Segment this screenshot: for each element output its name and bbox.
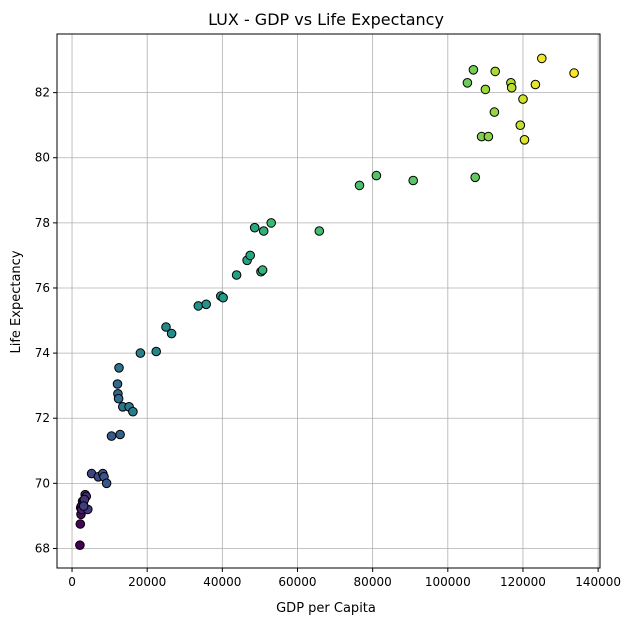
data-point	[530, 79, 541, 90]
y-tick-label: 78	[35, 216, 50, 230]
data-point	[371, 170, 382, 181]
data-point	[462, 78, 473, 88]
data-point	[483, 131, 494, 142]
y-tick-label: 80	[35, 151, 50, 165]
data-point	[408, 175, 419, 186]
data-point	[354, 180, 365, 191]
y-tick-label: 70	[35, 476, 50, 490]
data-point	[258, 226, 269, 236]
x-tick-label: 120000	[500, 575, 546, 589]
data-point	[506, 82, 517, 93]
plot-frame	[56, 33, 601, 569]
x-tick-label: 0	[68, 575, 76, 589]
data-point	[489, 107, 500, 117]
data-point	[128, 406, 138, 417]
x-tick-label: 80000	[354, 575, 392, 589]
data-point	[151, 346, 161, 357]
grid-lines	[57, 34, 600, 568]
chart-title: LUX - GDP vs Life Expectancy	[208, 10, 444, 29]
y-tick-label: 76	[35, 281, 50, 295]
data-point	[101, 478, 112, 489]
data-point	[75, 519, 86, 529]
data-point	[314, 226, 325, 236]
data-point	[113, 393, 124, 404]
data-point	[135, 348, 146, 358]
data-point	[112, 379, 123, 389]
x-axis-label: GDP per Capita	[276, 601, 376, 616]
data-point	[231, 270, 242, 280]
data-point	[468, 65, 479, 75]
x-tick-label: 60000	[278, 575, 316, 589]
y-tick-label: 72	[35, 411, 50, 425]
data-point	[257, 265, 268, 275]
y-axis-label: Life Expectancy	[9, 250, 24, 353]
data-point	[245, 250, 255, 261]
data-point	[519, 135, 530, 145]
data-point	[218, 292, 228, 303]
axis-ticks: 0 20000 40000 60000 80000 100000 120000 140000 6…	[35, 86, 621, 589]
data-point	[518, 94, 528, 104]
data-point	[106, 431, 117, 441]
data-point	[115, 429, 125, 440]
data-point	[490, 66, 501, 77]
data-point	[537, 53, 547, 64]
data-point	[249, 222, 260, 233]
data-point	[114, 363, 124, 373]
data-point	[470, 172, 481, 183]
data-point	[166, 328, 177, 339]
y-tick-label: 68	[35, 541, 50, 555]
data-point	[480, 84, 491, 95]
y-tick-label: 74	[35, 346, 50, 360]
data-point	[78, 501, 89, 511]
data-point	[569, 68, 579, 78]
data-point	[161, 322, 171, 332]
data-point	[266, 218, 277, 228]
data-points	[75, 53, 579, 551]
x-tick-label: 20000	[128, 575, 166, 589]
data-point	[201, 299, 211, 310]
x-tick-label: 100000	[425, 575, 471, 589]
data-point	[515, 120, 526, 130]
data-point	[193, 301, 204, 311]
x-tick-label: 140000	[575, 575, 621, 589]
x-tick-label: 40000	[203, 575, 241, 589]
data-point	[75, 540, 85, 551]
y-tick-label: 82	[35, 86, 50, 100]
